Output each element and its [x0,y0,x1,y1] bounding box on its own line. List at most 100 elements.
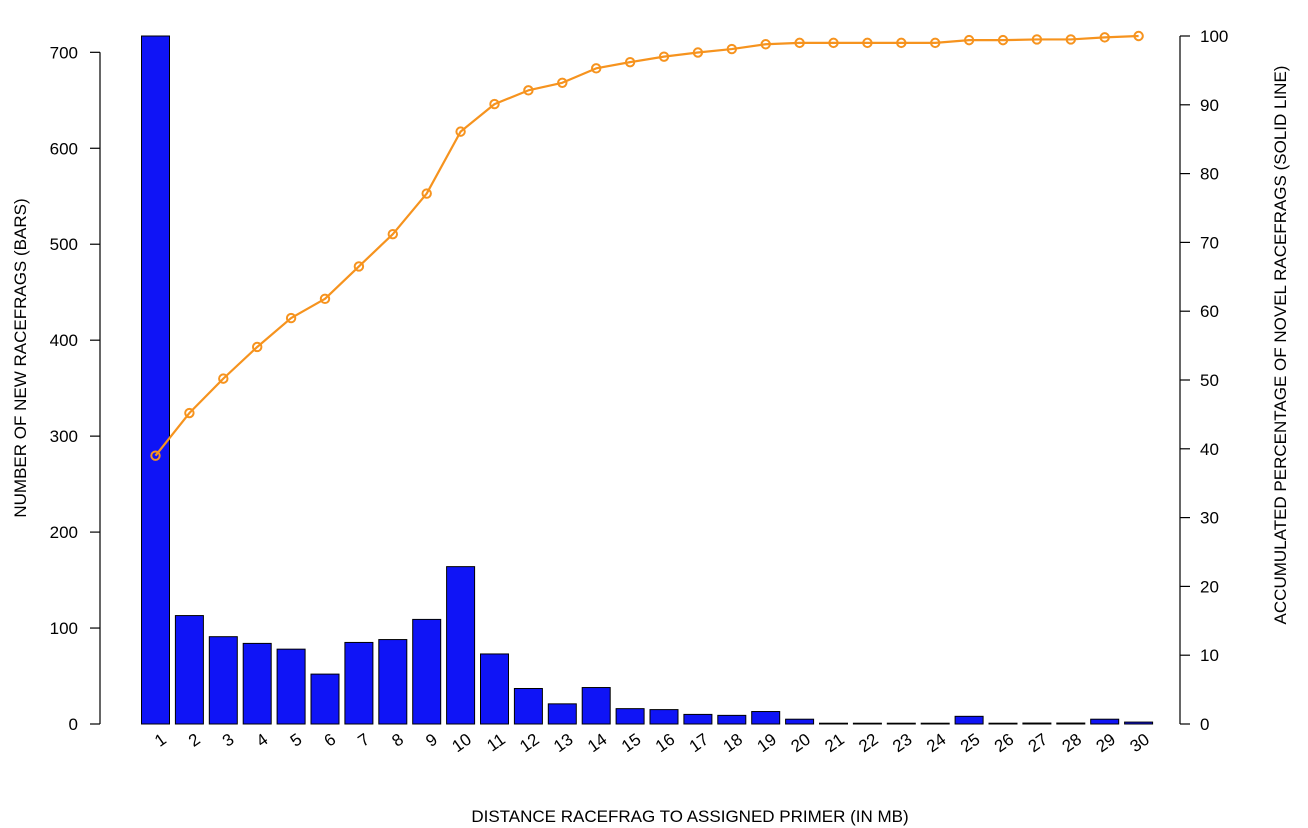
bar [242,642,272,725]
bar [1056,722,1086,725]
line-point [387,228,398,240]
line-point [353,261,365,272]
line-point [930,37,941,49]
line-point [218,373,229,384]
bar [1022,722,1052,725]
left-axis-tick-label: 200 [50,523,78,542]
line-point [421,188,432,199]
bar [751,711,781,725]
bar [683,713,713,725]
x-axis-tick-label: 24 [923,730,949,756]
bar [852,722,882,725]
line-point [726,43,737,55]
left-axis-tick-label: 500 [50,235,78,254]
right-axis-tick-label: 50 [1200,371,1219,390]
right-axis-tick-label: 20 [1200,577,1219,596]
right-axis-tick-label: 60 [1200,302,1219,321]
line-point [828,37,839,49]
bar [649,709,679,725]
right-axis-tick-label: 90 [1200,96,1219,115]
x-axis-tick-label: 16 [652,730,678,756]
bar [141,35,170,725]
bar [513,687,543,725]
x-axis-tick-label: 15 [618,730,644,756]
bar [446,566,476,725]
x-axis-tick-label: 3 [219,730,238,751]
line-point [184,407,195,419]
x-axis-tick-label: 23 [889,730,915,756]
right-y-axis: 0 10 20 30 40 50 60 70 80 90 100 [1179,27,1228,734]
right-axis-tick-label: 0 [1200,715,1209,734]
bar [1124,721,1154,725]
line-point [285,312,297,324]
x-axis-tick-label: 1 [151,730,170,751]
line-point [963,34,975,46]
line-point [624,56,636,68]
bar [717,714,747,725]
bar [174,615,204,725]
x-axis-tick-label: 17 [686,730,712,756]
x-axis-title: DISTANCE RACEFRAG TO ASSIGNED PRIMER (IN… [471,807,908,826]
bar [547,703,577,725]
bar-series [141,35,1154,725]
left-axis-tick-label: 300 [50,427,78,446]
bar [954,715,984,725]
x-axis-tick-label: 5 [287,730,306,751]
x-axis-tick-label: 8 [388,730,407,751]
left-y-axis-title: NUMBER OF NEW RACEFRAGS (BARS) [11,198,30,517]
x-axis-tick-label: 28 [1059,730,1085,756]
bar [581,687,611,725]
line-point [455,126,466,137]
x-axis-tick-label: 10 [448,730,474,756]
left-y-axis: 0 100 200 300 400 500 600 700 [50,43,101,734]
bar [1090,718,1120,725]
right-axis-tick-label: 100 [1200,27,1228,46]
x-axis-tick-label: 21 [821,730,847,756]
bar [920,722,950,725]
bar [615,708,645,725]
bar [480,653,509,725]
x-axis-tick-label: 14 [584,730,610,756]
left-axis-tick-label: 100 [50,619,78,638]
bar [785,718,815,725]
bar [276,648,306,725]
x-axis-tick-label: 7 [355,730,374,751]
line-point [896,37,907,49]
x-axis-tick-label: 18 [720,730,746,756]
x-axis-tick-label: 25 [957,730,983,756]
x-axis-tick-label: 13 [550,730,576,756]
right-axis-tick-label: 10 [1200,646,1219,665]
right-axis-tick-label: 80 [1200,165,1219,184]
line-point [997,34,1009,46]
line-point [557,77,568,88]
line-point [319,293,331,305]
line-point [658,51,670,62]
x-axis-tick-label: 22 [855,730,881,756]
line-point [1031,34,1043,45]
x-axis-tick-labels: 1 2 3 4 5 6 7 8 9 10 11 12 13 14 15 16 17 18 19 20 21 22 23 24 2… [151,730,1153,756]
line-point [1099,32,1110,43]
left-axis-tick-label: 400 [50,331,78,350]
line-point [862,37,873,49]
line-point [692,47,704,58]
line-point [794,37,805,49]
line-point [591,63,602,74]
bar [412,618,442,725]
left-axis-tick-label: 600 [50,139,78,158]
x-axis-tick-label: 6 [321,730,340,751]
x-axis-tick-label: 29 [1093,730,1119,756]
x-axis-tick-label: 20 [787,730,813,756]
bar [886,722,916,725]
line-point [1065,34,1077,45]
bar [378,639,408,725]
x-axis-tick-label: 12 [516,730,542,756]
right-axis-tick-label: 30 [1200,509,1219,528]
line-point [150,450,161,461]
bar [988,722,1018,725]
line-point [252,341,263,353]
bar [344,641,374,725]
x-axis-tick-label: 19 [754,730,780,756]
line-point [1133,30,1144,42]
left-axis-tick-label: 0 [69,715,78,734]
